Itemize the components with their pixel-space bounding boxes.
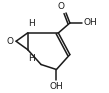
Text: O: O bbox=[57, 2, 64, 11]
Text: O: O bbox=[6, 37, 13, 46]
Text: OH: OH bbox=[83, 19, 97, 27]
Text: H: H bbox=[29, 54, 35, 63]
Text: H: H bbox=[29, 19, 35, 28]
Text: OH: OH bbox=[50, 82, 63, 91]
